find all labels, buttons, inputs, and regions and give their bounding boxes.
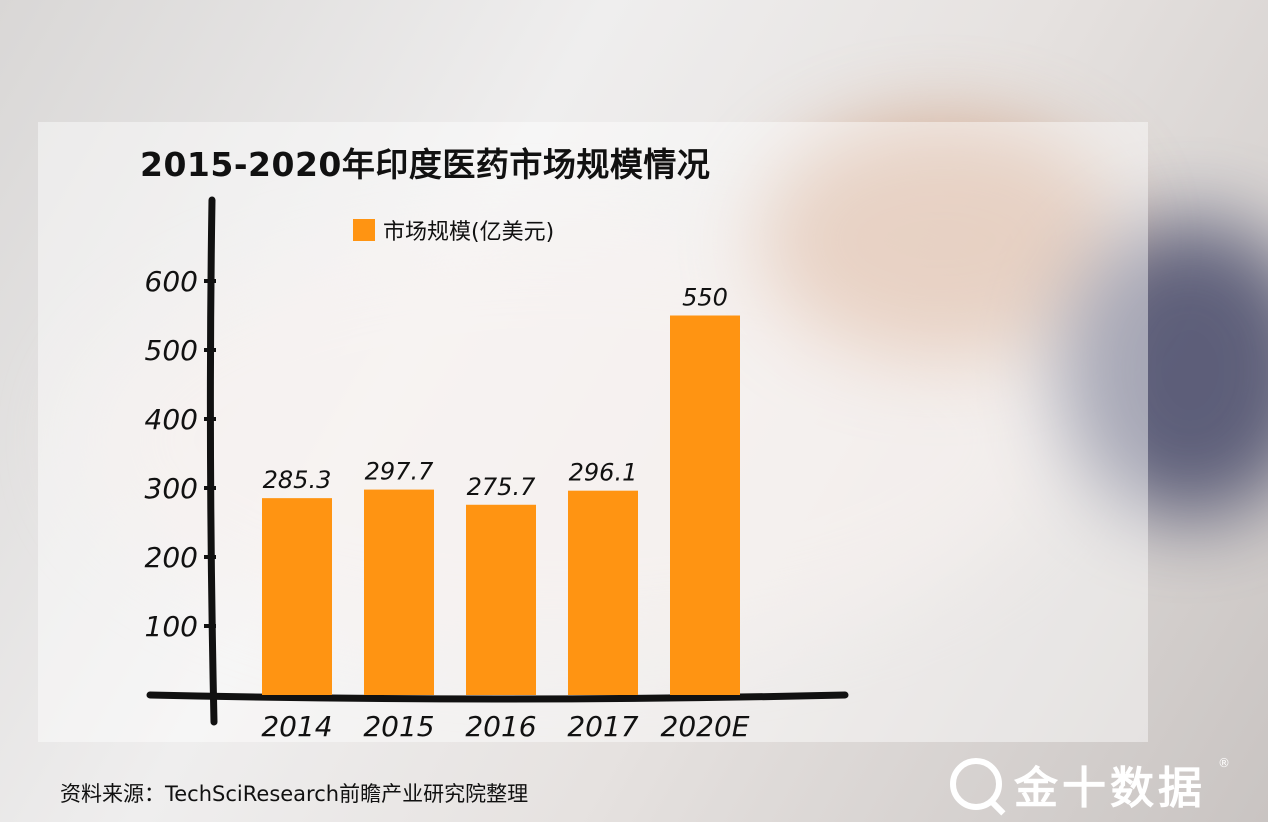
x-tick-label: 2015 (363, 710, 434, 743)
y-tick-label: 300 (145, 472, 198, 505)
source-note: 资料来源：TechSciResearch前瞻产业研究院整理 (60, 782, 529, 806)
x-tick-label: 2017 (567, 710, 638, 743)
brand-logo-icon (950, 758, 1002, 810)
chart-title: 2015-2020年印度医药市场规模情况 (140, 145, 711, 184)
bar-value-label: 296.1 (569, 459, 638, 487)
y-tick-label: 500 (145, 334, 198, 367)
x-axis-line (146, 691, 849, 703)
bar-value-label: 550 (682, 284, 728, 312)
x-tick-label: 2016 (465, 710, 536, 743)
bar (262, 498, 332, 695)
bar (466, 504, 536, 695)
brand-name: 金十数据 (1014, 763, 1206, 814)
x-tick-label: 2020E (661, 710, 750, 743)
bar (670, 315, 740, 695)
bar-value-label: 297.7 (365, 458, 434, 486)
brand-watermark: 金十数据 ® (950, 752, 1230, 816)
y-axis-line (206, 196, 218, 726)
y-tick-label: 200 (145, 541, 198, 574)
bar-value-label: 285.3 (263, 466, 332, 494)
bar (364, 489, 434, 695)
y-tick-label: 400 (145, 403, 198, 436)
bar (568, 490, 638, 695)
y-tick-label: 100 (145, 610, 198, 643)
legend-label: 市场规模(亿美元) (383, 220, 555, 245)
chart-legend: 市场规模(亿美元) (353, 214, 554, 246)
y-tick-label: 600 (145, 265, 198, 298)
bar-value-label: 275.7 (467, 473, 536, 501)
brand-registered-mark: ® (1218, 756, 1230, 770)
background-hand-shape (760, 120, 1120, 360)
background-sleeve-shape (1060, 220, 1268, 520)
legend-swatch (353, 219, 375, 241)
x-tick-label: 2014 (261, 710, 332, 743)
